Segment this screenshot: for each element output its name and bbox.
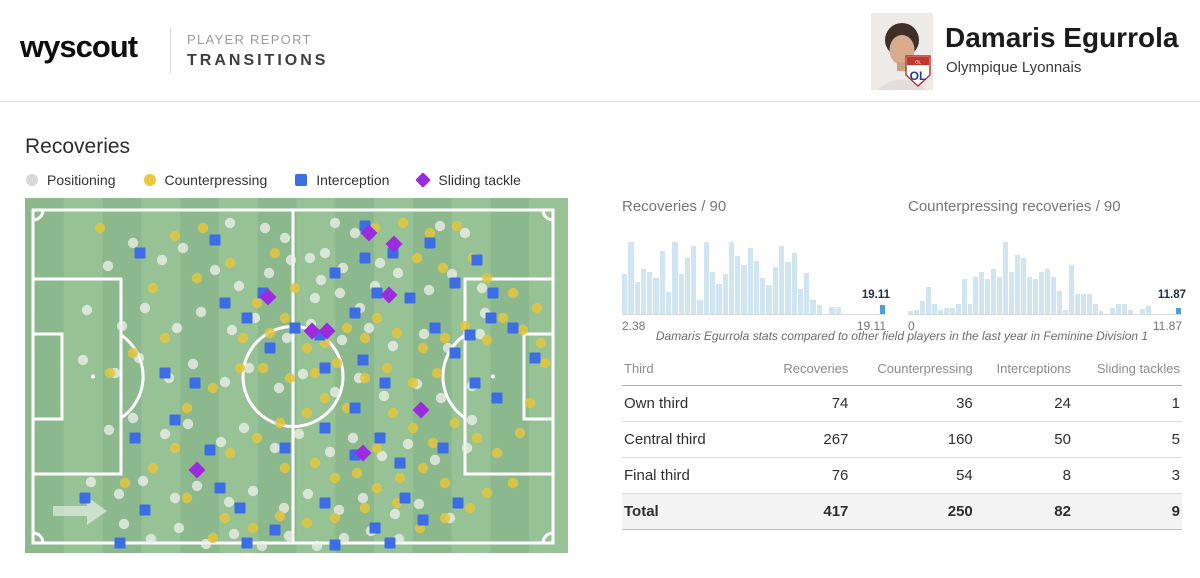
cell-label: Own third [622, 385, 764, 422]
cell: 36 [850, 385, 975, 422]
badge-initials: OL [910, 69, 927, 83]
counterpressing-dot-icon [143, 174, 156, 186]
legend-label: Interception [316, 172, 390, 188]
col-counterpressing: Counterpressing [850, 354, 975, 386]
cell: 250 [850, 493, 975, 530]
col-recoveries: Recoveries [764, 354, 851, 386]
cell: 160 [850, 421, 975, 458]
cell: 76 [764, 457, 851, 494]
table-row-total: Total 417 250 82 9 [622, 493, 1182, 530]
recoveries-pitch-map [25, 198, 568, 553]
pitch-lines [31, 208, 555, 545]
axis-max-label: 19.11 [856, 319, 886, 333]
histogram-axis: 2.38 19.11 [622, 319, 886, 333]
cell-label: Total [622, 493, 764, 530]
attack-direction-arrow-icon [53, 497, 107, 525]
cell: 417 [764, 493, 851, 530]
wyscout-logo: wyscout [20, 29, 138, 64]
player-value-label: 19.11 [861, 289, 890, 301]
table-header-row: Third Recoveries Counterpressing Interce… [622, 354, 1182, 386]
col-interceptions: Interceptions [974, 354, 1073, 386]
axis-min-label: 2.38 [622, 319, 646, 333]
histogram-counterpressing-recoveries-per-90: Counterpressing recoveries / 90 11.87 0 … [908, 198, 1186, 333]
recoveries-stats-table: Third Recoveries Counterpressing Interce… [622, 354, 1182, 530]
histogram-plot: 11.87 [908, 225, 1186, 315]
table-row-central-third: Central third 267 160 50 5 [622, 421, 1182, 458]
cell: 74 [764, 385, 851, 422]
histogram-bars [908, 240, 1182, 315]
histogram-title: Recoveries / 90 [622, 198, 727, 215]
sliding-tackle-diamond-icon [415, 172, 432, 188]
legend-item-positioning: Positioning [26, 172, 116, 188]
cell-label: Final third [622, 457, 764, 494]
map-legend: Positioning Counterpressing Interception… [26, 172, 521, 188]
axis-min-label: 0 [908, 319, 915, 333]
report-header: wyscout PLAYER REPORT TRANSITIONS OL OL … [0, 0, 1200, 102]
cell: 8 [974, 457, 1073, 494]
legend-item-interception: Interception [295, 172, 389, 188]
col-sliding-tackles: Sliding tackles [1072, 354, 1182, 386]
cell: 267 [764, 421, 851, 458]
cell: 3 [1072, 457, 1182, 494]
histogram-recoveries-per-90: Recoveries / 90 19.11 2.38 19.11 [622, 198, 890, 333]
comparison-caption: Damaris Egurrola stats compared to other… [655, 329, 1149, 343]
legend-label: Counterpressing [164, 172, 268, 188]
histogram-axis: 0 11.87 [908, 319, 1182, 333]
legend-item-counterpressing: Counterpressing [143, 172, 268, 188]
pitch-svg [25, 198, 568, 553]
histogram-plot: 19.11 [622, 225, 890, 315]
axis-max-label: 11.87 [1152, 319, 1182, 333]
interception-square-icon [295, 174, 308, 186]
histogram-title: Counterpressing recoveries / 90 [908, 198, 1121, 215]
cell: 24 [974, 385, 1073, 422]
cell: 54 [850, 457, 975, 494]
legend-label: Sliding tackle [438, 172, 521, 188]
recovery-markers [77, 217, 551, 552]
histogram-bars [622, 240, 886, 315]
table-row-own-third: Own third 74 36 24 1 [622, 385, 1182, 422]
report-kicker: PLAYER REPORT [187, 32, 312, 47]
legend-label: Positioning [47, 172, 116, 188]
header-divider [170, 27, 171, 73]
col-third: Third [622, 354, 764, 386]
player-name: Damaris Egurrola [945, 22, 1179, 53]
legend-item-sliding-tackle: Sliding tackle [415, 172, 521, 188]
cell: 50 [974, 421, 1073, 458]
player-team: Olympique Lyonnais [946, 59, 1082, 76]
svg-text:OL: OL [915, 60, 922, 65]
table-row-final-third: Final third 76 54 8 3 [622, 457, 1182, 494]
player-value-label: 11.87 [1157, 289, 1186, 301]
cell: 82 [974, 493, 1073, 530]
report-title: TRANSITIONS [187, 52, 329, 69]
player-photo [871, 13, 933, 90]
cell: 9 [1072, 493, 1182, 530]
cell-label: Central third [622, 421, 764, 458]
positioning-dot-icon [26, 174, 38, 186]
cell: 5 [1072, 421, 1182, 458]
section-title-recoveries: Recoveries [25, 135, 131, 158]
cell: 1 [1072, 385, 1182, 422]
ol-club-badge: OL OL [905, 55, 931, 87]
